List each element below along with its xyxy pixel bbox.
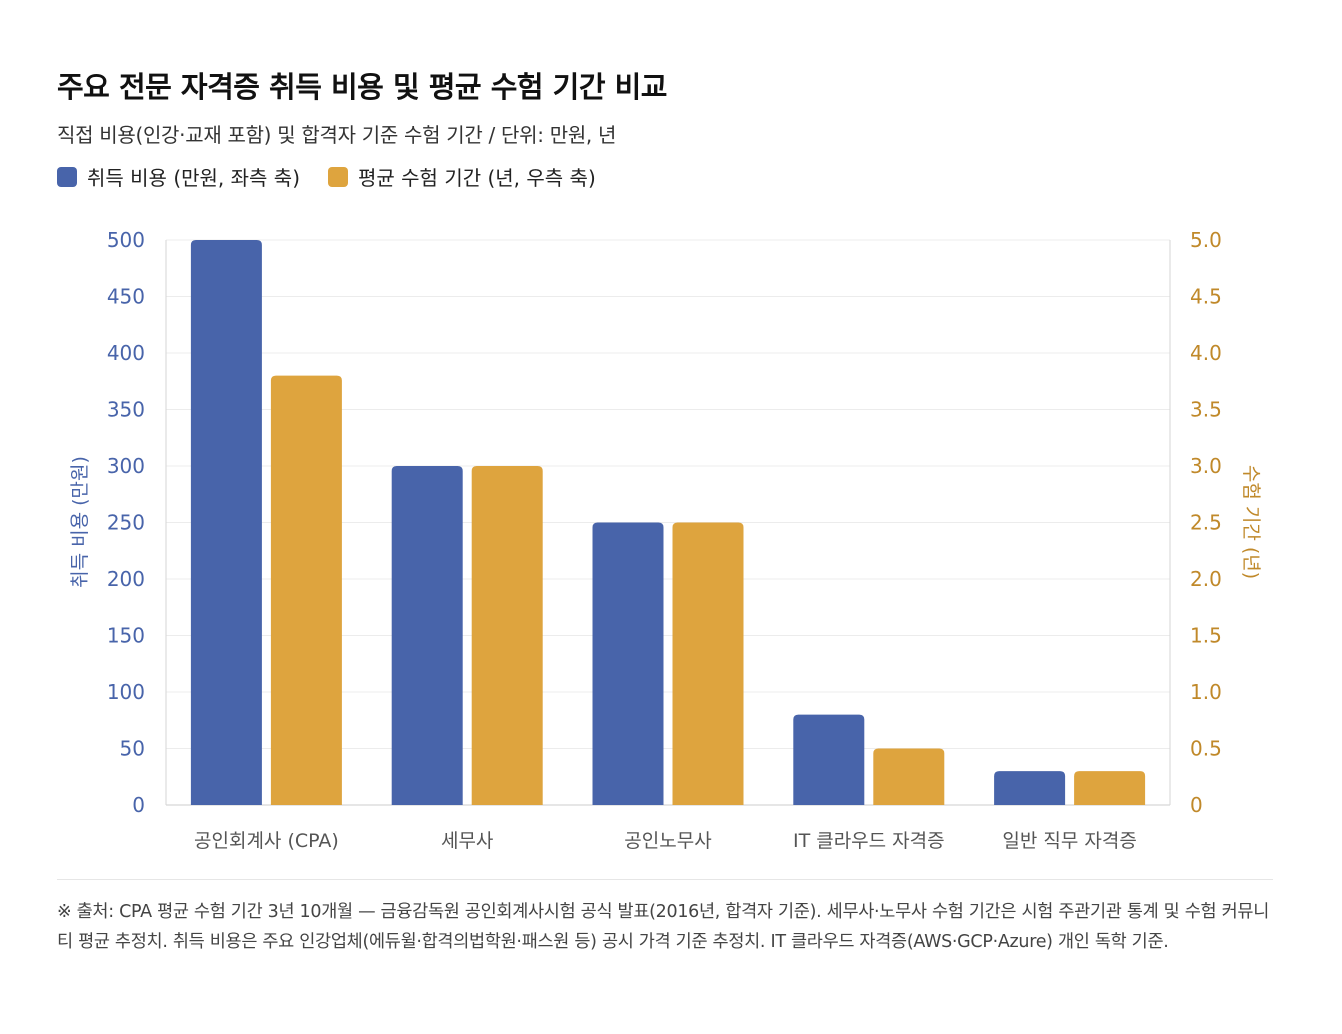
y-tick-right: 0.5 [1190, 737, 1222, 761]
y-tick-right: 4.0 [1190, 341, 1222, 365]
y-tick-left: 0 [132, 793, 145, 817]
y-tick-right: 3.0 [1190, 454, 1222, 478]
legend-swatch-duration [328, 166, 348, 187]
bars [190, 240, 1146, 805]
legend-label-cost: 취득 비용 (만원, 좌측 축) [87, 166, 300, 190]
bar-duration [270, 375, 342, 805]
x-tick-label: 일반 직무 자격증 [1002, 830, 1136, 852]
bar-cost [994, 771, 1066, 805]
y-tick-left: 350 [107, 398, 145, 422]
y-tick-right: 2.5 [1190, 511, 1222, 535]
chart-subtitle: 직접 비용(인강·교재 포함) 및 합격자 기준 수험 기간 / 단위: 만원,… [57, 123, 617, 147]
y-tick-right: 2.0 [1190, 567, 1222, 591]
chart-title: 주요 전문 자격증 취득 비용 및 평균 수험 기간 비교 [57, 70, 667, 104]
y-tick-left: 150 [107, 624, 145, 648]
y-axis-right-label: 수험 기간 (년) [1240, 465, 1262, 579]
x-tick-label: 세무사 [441, 830, 493, 852]
bar-cost [793, 714, 865, 805]
x-axis-ticks: 공인회계사 (CPA) 세무사 공인노무사 IT 클라우드 자격증 일반 직무 자격증 [194, 830, 1137, 852]
footer-divider [57, 879, 1273, 880]
source-note: ※ 출처: CPA 평균 수험 기간 3년 10개월 — 금융감독원 공인회계사… [57, 902, 1270, 952]
y-tick-left: 500 [107, 228, 145, 252]
bar-duration [1074, 771, 1146, 805]
y-tick-right: 5.0 [1190, 228, 1222, 252]
bar-duration [873, 748, 945, 805]
y-axis-left-ticks: 0 50 100 150 200 250 300 350 400 450 500 [107, 228, 145, 817]
y-tick-right: 3.5 [1190, 398, 1222, 422]
bar-duration [471, 466, 543, 805]
x-tick-label: 공인회계사 (CPA) [194, 830, 339, 852]
x-tick-label: 공인노무사 [624, 830, 711, 852]
y-tick-left: 300 [107, 454, 145, 478]
y-tick-left: 250 [107, 511, 145, 535]
x-tick-label: IT 클라우드 자격증 [793, 830, 945, 852]
y-tick-right: 0 [1190, 793, 1203, 817]
y-tick-right: 1.0 [1190, 680, 1222, 704]
bar-cost [391, 466, 463, 805]
y-tick-right: 4.5 [1190, 285, 1222, 309]
y-axis-right-ticks: 0 0.5 1.0 1.5 2.0 2.5 3.0 3.5 4.0 4.5 5.0 [1190, 228, 1222, 817]
bar-chart: 0 50 100 150 200 250 300 350 400 450 500 0 0.5 1.0 1.… [69, 228, 1262, 852]
legend: 취득 비용 (만원, 좌측 축) 평균 수험 기간 (년, 우측 축) [57, 162, 624, 191]
legend-item-duration[interactable]: 평균 수험 기간 (년, 우측 축) [328, 162, 596, 191]
y-tick-left: 50 [120, 737, 145, 761]
y-axis-left-label: 취득 비용 (만원) [69, 456, 91, 588]
legend-label-duration: 평균 수험 기간 (년, 우측 축) [358, 166, 596, 190]
bar-cost [190, 240, 262, 805]
y-tick-right: 1.5 [1190, 624, 1222, 648]
y-tick-left: 400 [107, 341, 145, 365]
bar-duration [672, 522, 744, 805]
y-tick-left: 450 [107, 285, 145, 309]
bar-cost [592, 522, 664, 805]
legend-swatch-cost [57, 166, 77, 187]
legend-item-cost[interactable]: 취득 비용 (만원, 좌측 축) [57, 162, 300, 191]
y-tick-left: 200 [107, 567, 145, 591]
y-tick-left: 100 [107, 680, 145, 704]
